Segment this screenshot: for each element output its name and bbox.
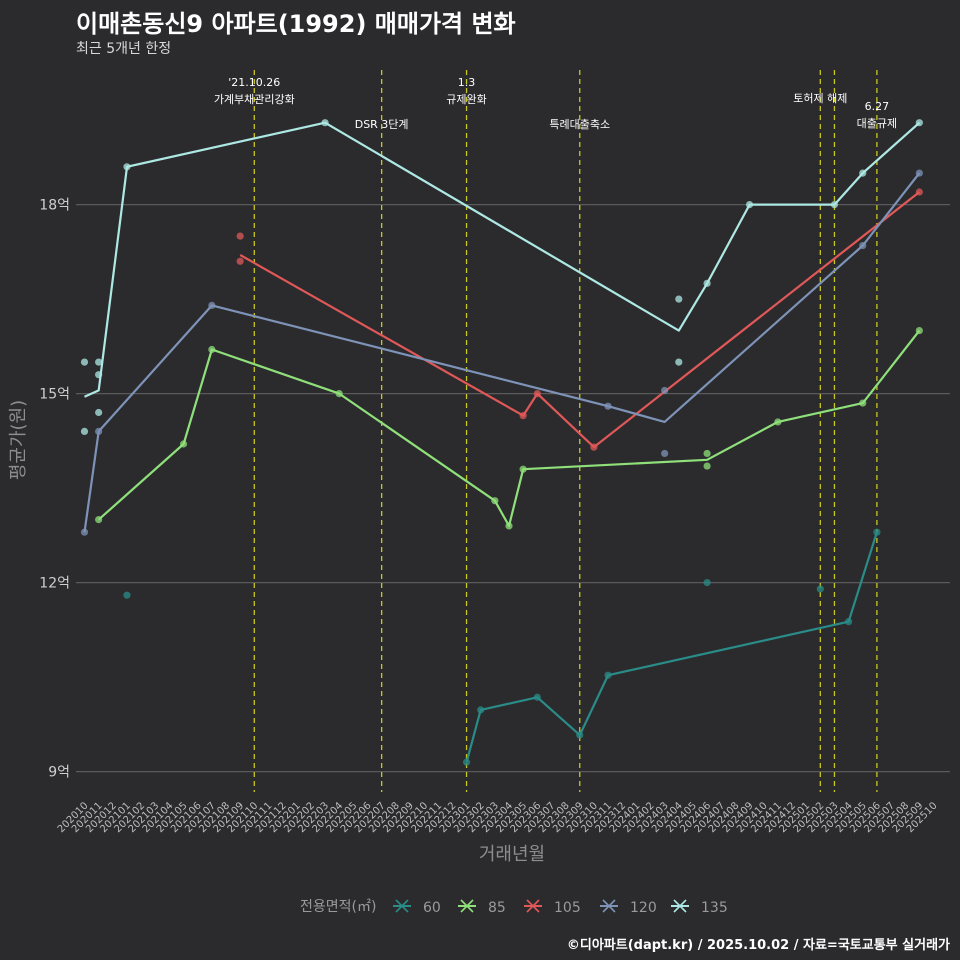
legend-key-cross — [602, 899, 616, 913]
legend-key-cross — [673, 899, 687, 913]
data-point-135 — [859, 169, 867, 177]
data-point-60 — [123, 591, 131, 599]
data-point-85 — [774, 418, 782, 426]
data-point-60 — [703, 579, 711, 587]
y-tick-label: 12억 — [39, 576, 70, 592]
legend-title: 전용면적(㎡) — [300, 899, 376, 915]
series-line-105 — [239, 191, 921, 449]
event-lines — [253, 70, 878, 792]
data-point-120 — [95, 427, 103, 435]
data-point-85 — [703, 449, 711, 458]
legend-label-60: 60 — [423, 900, 441, 916]
legend-key-cross — [395, 899, 409, 913]
data-point-85 — [491, 497, 499, 505]
series-line-135 — [84, 121, 921, 398]
data-point-135 — [675, 295, 683, 303]
data-point-135 — [321, 119, 329, 127]
chart-title: 이매촌동신9 아파트(1992) 매매가격 변화 — [76, 10, 516, 38]
y-tick-label: 18억 — [39, 198, 70, 214]
data-point-135 — [745, 201, 754, 209]
data-point-135 — [80, 427, 89, 435]
data-point-85 — [335, 390, 343, 398]
data-point-135 — [80, 358, 89, 366]
data-point-85 — [179, 440, 188, 448]
legend-key-cross — [460, 899, 474, 913]
data-point-120 — [915, 169, 923, 177]
legend-label-135: 135 — [701, 900, 728, 916]
event-annotation: 토허제 해제 — [793, 91, 847, 105]
data-point-85 — [208, 345, 216, 354]
chart-subtitle: 최근 5개년 한정 — [76, 41, 172, 57]
y-axis-ticks: 9억 12억 15억 18억 — [39, 198, 70, 781]
data-point-135 — [675, 358, 683, 366]
data-point-120 — [80, 528, 89, 536]
data-point-135 — [95, 358, 103, 366]
data-point-105 — [915, 188, 923, 196]
data-point-85 — [703, 462, 711, 470]
data-point-120 — [208, 301, 216, 309]
data-point-60 — [604, 671, 612, 679]
data-point-85 — [95, 516, 103, 524]
x-axis-ticks: 2020102020112020122021012021022021032021… — [56, 800, 940, 835]
event-annotation: 6.27 — [865, 100, 890, 113]
legend-label-105: 105 — [554, 900, 581, 916]
data-point-105 — [236, 257, 244, 265]
data-point-60 — [873, 528, 881, 536]
data-point-120 — [661, 386, 669, 395]
legend-label-120: 120 — [630, 900, 657, 916]
data-point-120 — [661, 449, 669, 458]
legend: 전용면적(㎡) 60 85 105 120 135 — [300, 899, 728, 916]
data-point-135 — [95, 408, 103, 417]
event-annotation: 가계부채관리강화 — [214, 93, 295, 106]
data-point-105 — [519, 412, 527, 420]
data-point-135 — [830, 201, 839, 209]
data-point-105 — [533, 390, 541, 398]
event-annotation: 규제완화 — [446, 93, 486, 106]
series-layer — [80, 119, 923, 766]
x-axis-title: 거래년월 — [479, 844, 545, 865]
y-tick-label: 9억 — [48, 765, 70, 781]
data-point-60 — [462, 758, 471, 766]
data-point-135 — [95, 371, 103, 379]
y-axis-title: 평균가(원) — [8, 400, 29, 480]
grid-layer — [76, 204, 950, 773]
data-point-60 — [477, 706, 485, 714]
data-point-135 — [915, 119, 923, 127]
event-annotation: '21.10.26 — [228, 76, 280, 89]
series-line-85 — [97, 329, 921, 527]
data-point-60 — [816, 585, 824, 593]
data-point-105 — [590, 443, 598, 451]
y-tick-label: 15억 — [39, 387, 70, 403]
source-caption: ©디아파트(dapt.kr) / 2025.10.02 / 자료=국토교통부 실… — [566, 938, 950, 953]
data-point-135 — [703, 279, 711, 287]
event-annotation: DSR 3단계 — [355, 118, 409, 131]
event-annotation: 1.3 — [458, 76, 476, 89]
series-line-60 — [465, 531, 878, 763]
data-point-105 — [236, 232, 244, 240]
data-point-60 — [533, 693, 541, 701]
legend-label-85: 85 — [488, 900, 506, 916]
data-point-60 — [845, 618, 853, 626]
data-point-135 — [123, 163, 131, 171]
data-point-120 — [859, 241, 867, 250]
data-point-85 — [519, 465, 527, 473]
data-point-120 — [604, 402, 612, 410]
data-point-85 — [859, 399, 867, 407]
legend-key-cross — [526, 899, 540, 913]
event-annotation: 특례대출축소 — [549, 118, 610, 131]
event-annotation: 대출규제 — [857, 117, 897, 130]
data-point-60 — [576, 731, 584, 739]
data-point-85 — [505, 522, 513, 530]
data-point-85 — [915, 327, 923, 335]
